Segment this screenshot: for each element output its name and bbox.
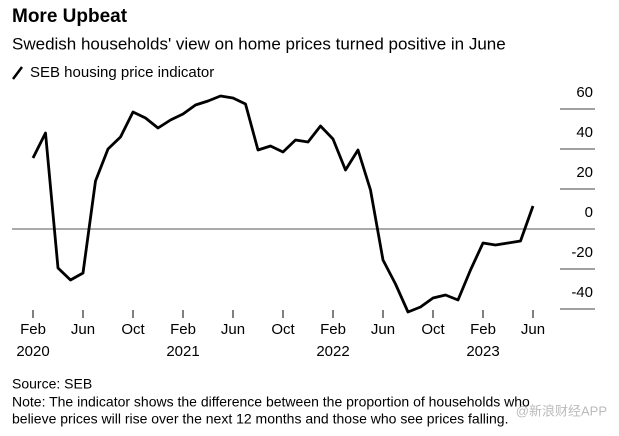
x-tick-label: Feb: [320, 321, 346, 338]
watermark: @新浪财经APP: [516, 403, 607, 418]
legend-icon: [12, 66, 23, 80]
source: Source: SEB: [12, 376, 92, 392]
chart-title: More Upbeat: [12, 6, 128, 27]
x-tick-label: Oct: [121, 321, 145, 338]
x-year-label: 2020: [16, 343, 49, 360]
legend-label: SEB housing price indicator: [30, 64, 214, 81]
x-tick-label: Oct: [421, 321, 445, 338]
x-tick-label: Feb: [20, 321, 46, 338]
x-tick-label: Feb: [170, 321, 196, 338]
x-year-label: 2021: [166, 343, 199, 360]
y-tick-label: 60: [576, 84, 593, 101]
y-tick-label: -40: [571, 284, 593, 301]
x-tick-label: Jun: [221, 321, 245, 338]
y-tick-label: 40: [576, 124, 593, 141]
x-tick-label: Feb: [470, 321, 496, 338]
x-tick-label: Jun: [71, 321, 95, 338]
x-tick-label: Jun: [521, 321, 545, 338]
note: Note: The indicator shows the difference…: [12, 394, 530, 410]
note: believe prices will rise over the next 1…: [12, 411, 508, 427]
chart-subtitle: Swedish households' view on home prices …: [12, 34, 506, 53]
y-tick-label: 0: [585, 204, 593, 221]
y-tick-label: -20: [571, 244, 593, 261]
x-year-label: 2023: [466, 343, 499, 360]
x-tick-label: Jun: [371, 321, 395, 338]
y-tick-label: 20: [576, 164, 593, 181]
series-line: [31, 94, 535, 314]
x-tick-label: Oct: [271, 321, 295, 338]
x-year-label: 2022: [316, 343, 349, 360]
